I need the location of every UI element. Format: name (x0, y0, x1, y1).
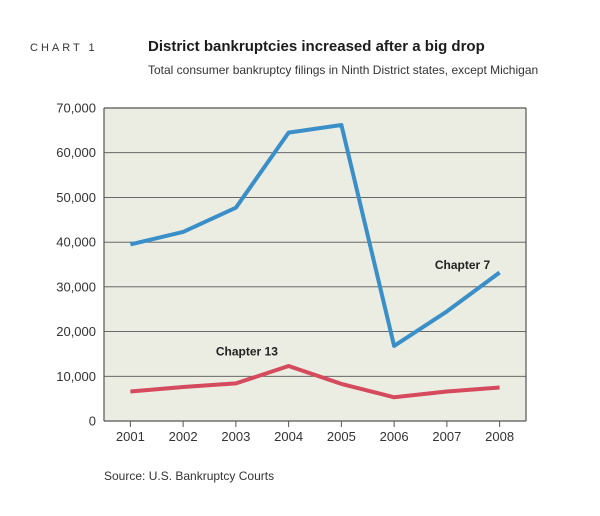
x-tick-label: 2003 (221, 429, 250, 444)
plot-area (104, 108, 526, 421)
series-line-chapter-7 (129, 123, 501, 348)
y-tick-label: 70,000 (56, 101, 96, 116)
chart-title: District bankruptcies increased after a … (148, 38, 485, 55)
y-tick-label: 60,000 (56, 145, 96, 160)
series-label-chapter-13: Chapter 13 (216, 344, 278, 358)
gridlines (103, 107, 527, 422)
x-axis: 2001 2002 2003 2004 2005 2006 2007 2008 (116, 421, 514, 444)
series-label-chapter-7: Chapter 7 (435, 258, 491, 272)
x-tick-label: 2001 (116, 429, 145, 444)
source-note: Source: U.S. Bankruptcy Courts (104, 469, 275, 483)
series-lines (129, 123, 501, 400)
chart-subtitle: Total consumer bankruptcy filings in Nin… (148, 63, 539, 77)
series-labels: Chapter 7 Chapter 13 (216, 258, 491, 358)
x-tick-label: 2004 (274, 429, 303, 444)
y-tick-label: 10,000 (56, 369, 96, 384)
y-tick-label: 40,000 (56, 235, 96, 250)
y-tick-label: 30,000 (56, 279, 96, 294)
x-tick-label: 2008 (485, 429, 514, 444)
series-line-chapter-13 (130, 364, 500, 400)
x-tick-label: 2002 (169, 429, 198, 444)
chart-number: CHART 1 (30, 42, 98, 54)
x-tick-label: 2006 (380, 429, 409, 444)
x-tick-label: 2005 (327, 429, 356, 444)
y-tick-label: 0 (89, 414, 96, 429)
y-tick-label: 50,000 (56, 190, 96, 205)
x-tick-label: 2007 (432, 429, 461, 444)
y-tick-label: 20,000 (56, 324, 96, 339)
y-axis: 0 10,000 20,000 30,000 40,000 50,000 60,000 70,… (56, 101, 96, 429)
